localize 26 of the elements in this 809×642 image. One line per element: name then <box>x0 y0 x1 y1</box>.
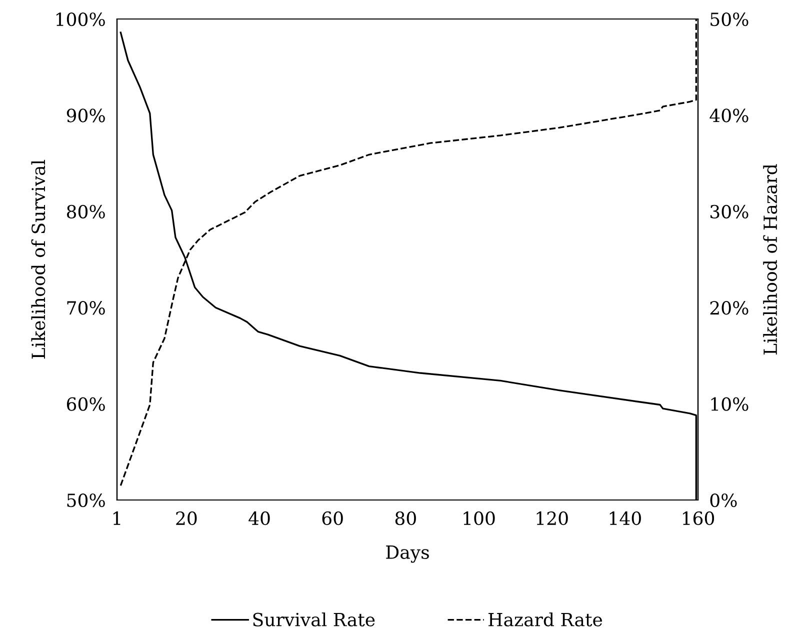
y2-tick-label: 40% <box>710 108 748 122</box>
y2-tick-label: 10% <box>711 397 748 411</box>
y-tick-label: 80% <box>66 204 105 219</box>
y-tick-label: 90% <box>66 108 105 122</box>
x-tick-label: 100 <box>464 511 495 526</box>
x-tick-label: 1 <box>113 511 120 525</box>
legend-label: Survival Rate <box>253 612 375 626</box>
x-tick-label: 40 <box>248 511 270 526</box>
x-tick-label: 140 <box>610 511 641 526</box>
y-tick-label: 70% <box>67 301 105 315</box>
y2-axis-title: Likelihood of Hazard <box>763 164 778 354</box>
x-tick-label: 80 <box>395 511 416 526</box>
y-axis-title: Likelihood of Survival <box>31 160 46 359</box>
x-tick-label: 160 <box>682 511 714 526</box>
x-tick-label: 60 <box>322 511 343 526</box>
y-tick-label: 60% <box>66 397 105 411</box>
legend-label: Hazard Rate <box>488 612 602 626</box>
y-tick-label: 100% <box>56 12 105 26</box>
y2-tick-label: 20% <box>710 301 748 315</box>
y2-tick-label: 50% <box>710 12 748 26</box>
y2-tick-label: 0% <box>710 493 737 508</box>
x-tick-label: 120 <box>536 511 568 526</box>
x-tick-label: 20 <box>176 511 197 526</box>
y-tick-label: 50% <box>67 493 105 508</box>
y2-tick-label: 30% <box>710 204 748 219</box>
x-axis-title: Days <box>386 546 429 563</box>
